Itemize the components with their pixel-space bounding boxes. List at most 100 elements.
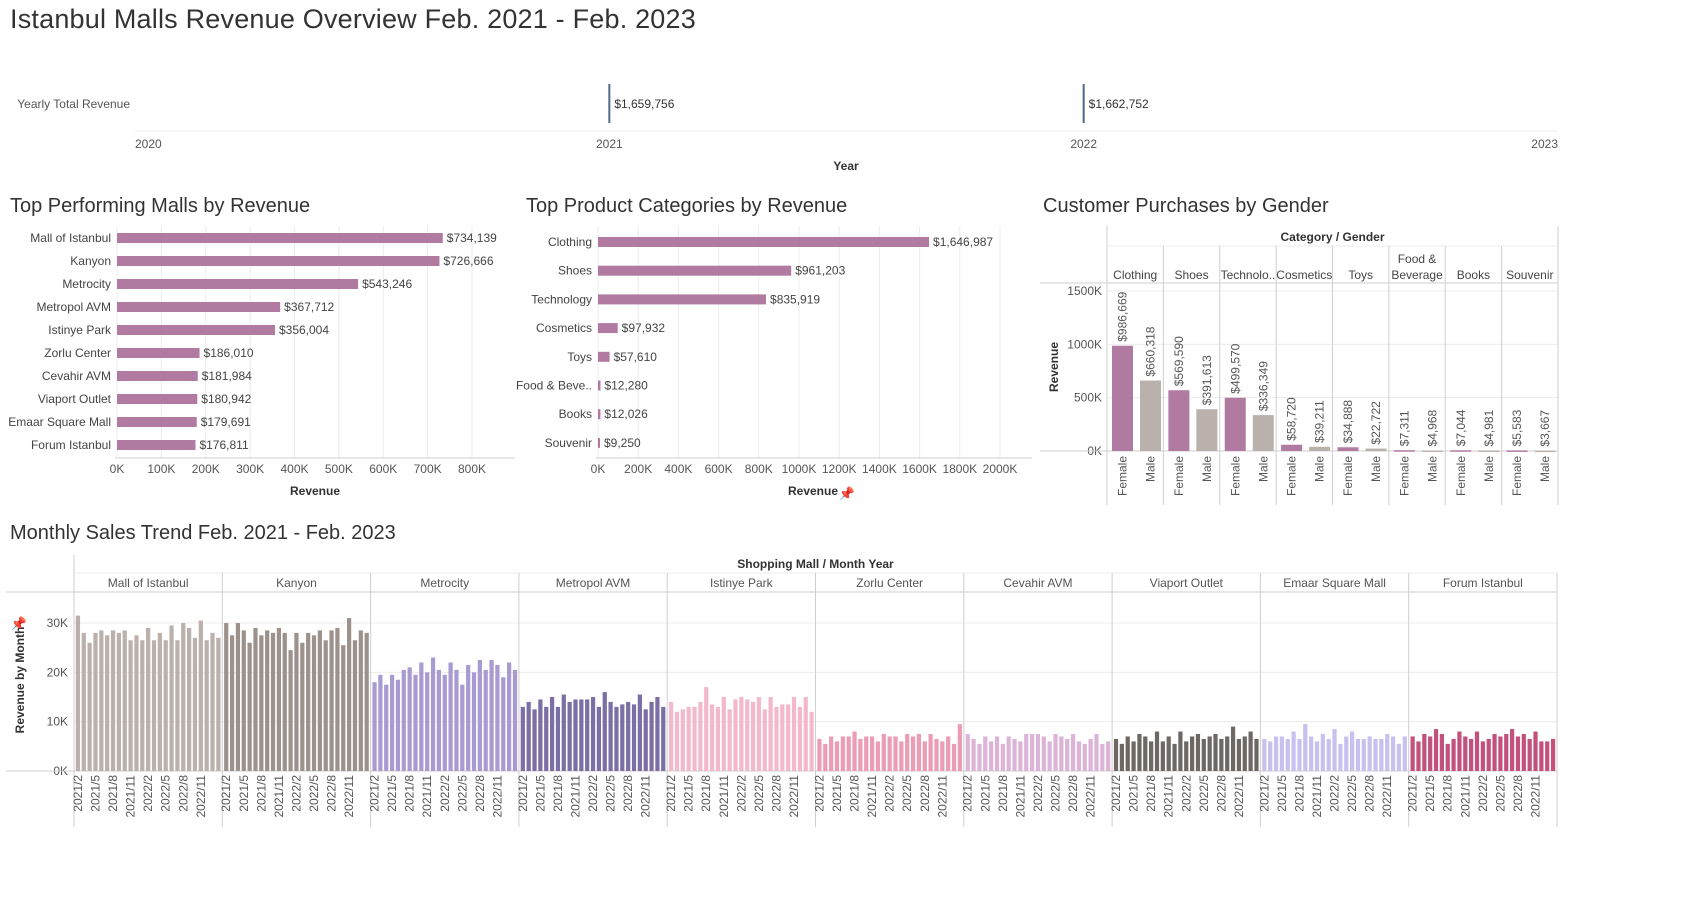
bar — [715, 706, 721, 771]
bar — [727, 709, 732, 771]
bar — [762, 709, 767, 771]
mall-header-label: Zorlu Center — [856, 576, 923, 590]
bar — [1539, 741, 1544, 771]
bar — [989, 741, 994, 771]
bar — [1349, 731, 1355, 771]
bar — [395, 679, 401, 771]
month-tick-label: 2022/11 — [639, 775, 653, 818]
bar — [204, 640, 209, 771]
bar-value-label: $961,203 — [795, 264, 845, 278]
month-tick-label: 2021/11 — [1310, 775, 1324, 818]
bar — [181, 623, 186, 771]
bar — [1314, 741, 1320, 771]
gender-label: Male — [1482, 456, 1496, 482]
category-label: Shoes — [558, 264, 592, 278]
bar — [1498, 736, 1503, 771]
malls-section-title: Top Performing Malls by Revenue — [10, 195, 311, 217]
bar — [407, 667, 412, 771]
bar — [1000, 743, 1005, 771]
gender-label: Female — [1341, 456, 1355, 496]
month-tick-label: 2021/5 — [385, 775, 399, 812]
bar — [1195, 734, 1201, 771]
month-tick-label: 2021/8 — [1292, 775, 1306, 812]
bar — [1492, 734, 1497, 771]
bar — [1012, 738, 1017, 771]
bar — [1160, 741, 1165, 771]
month-tick-label: 2022/2 — [1179, 775, 1193, 812]
month-tick-label: 2022/8 — [918, 775, 932, 812]
bar — [686, 706, 691, 771]
bar — [1338, 743, 1343, 771]
gender-label: Female — [1397, 456, 1411, 496]
month-tick-label: 2022/8 — [176, 775, 190, 812]
bar — [501, 677, 506, 771]
month-tick-label: 2022/11 — [194, 775, 208, 818]
gender-label: Female — [1228, 456, 1242, 496]
bar — [614, 706, 619, 771]
x-tick-label: 2000K — [983, 462, 1018, 476]
bar — [910, 736, 916, 771]
x-axis-title: Revenue — [290, 484, 340, 498]
timeline-row-label: Yearly Total Revenue — [17, 97, 130, 111]
bar — [555, 706, 561, 771]
bar — [1385, 734, 1390, 771]
bar — [247, 642, 252, 771]
category-label: Viaport Outlet — [38, 392, 112, 406]
bar — [1309, 446, 1331, 451]
bar — [192, 637, 198, 771]
bar — [905, 734, 910, 771]
bar — [846, 736, 851, 771]
month-tick-label: 2021/2 — [1109, 775, 1123, 812]
bar — [1433, 729, 1439, 771]
bar — [317, 630, 322, 771]
bar — [329, 630, 334, 771]
month-tick-label: 2022/5 — [1197, 775, 1211, 812]
x-tick-label: 600K — [369, 462, 397, 476]
bar — [1515, 736, 1521, 771]
bar — [146, 627, 151, 771]
x-tick-label: 200K — [192, 462, 220, 476]
bar — [259, 635, 264, 771]
timeline-tick-label: 2020 — [135, 137, 162, 151]
bar — [235, 623, 241, 771]
category-label: Food & Beve.. — [516, 379, 592, 393]
y-tick-label: 500K — [1074, 391, 1102, 405]
bar — [300, 642, 305, 771]
bar — [1332, 729, 1337, 771]
bar — [957, 724, 962, 771]
month-tick-label: 2021/8 — [996, 775, 1010, 812]
bar — [110, 630, 116, 771]
bar-value-label: $569,590 — [1172, 336, 1186, 386]
bar — [631, 704, 637, 771]
bar — [1416, 741, 1421, 771]
bar — [674, 711, 680, 771]
bar — [637, 694, 642, 771]
bar-value-label: $58,720 — [1285, 397, 1299, 441]
bar — [869, 736, 875, 771]
bar — [384, 684, 389, 771]
bar — [1451, 738, 1456, 771]
month-tick-label: 2021/8 — [254, 775, 268, 812]
bar — [1094, 734, 1099, 771]
bar — [117, 302, 281, 312]
month-tick-label: 2021/2 — [516, 775, 530, 812]
monthly-trend-chart: Shopping Mall / Month Year0K10K20K30KRev… — [6, 555, 1558, 827]
bar — [549, 697, 555, 771]
bar — [364, 632, 369, 771]
bar-value-label: $660,318 — [1144, 326, 1158, 376]
month-tick-label: 2021/11 — [717, 775, 731, 818]
bar — [140, 640, 145, 771]
bar — [460, 684, 465, 771]
month-tick-label: 2021/8 — [1441, 775, 1455, 812]
bar — [1137, 734, 1142, 771]
bar — [946, 736, 951, 771]
y-axis-title: Revenue — [1047, 342, 1061, 392]
x-tick-label: 700K — [414, 462, 442, 476]
category-label: Forum Istanbul — [31, 438, 111, 452]
bar — [477, 660, 482, 771]
month-tick-label: 2021/8 — [848, 775, 862, 812]
bar — [608, 701, 613, 771]
bar — [829, 736, 834, 771]
bar — [1035, 734, 1041, 771]
bar — [598, 380, 601, 391]
